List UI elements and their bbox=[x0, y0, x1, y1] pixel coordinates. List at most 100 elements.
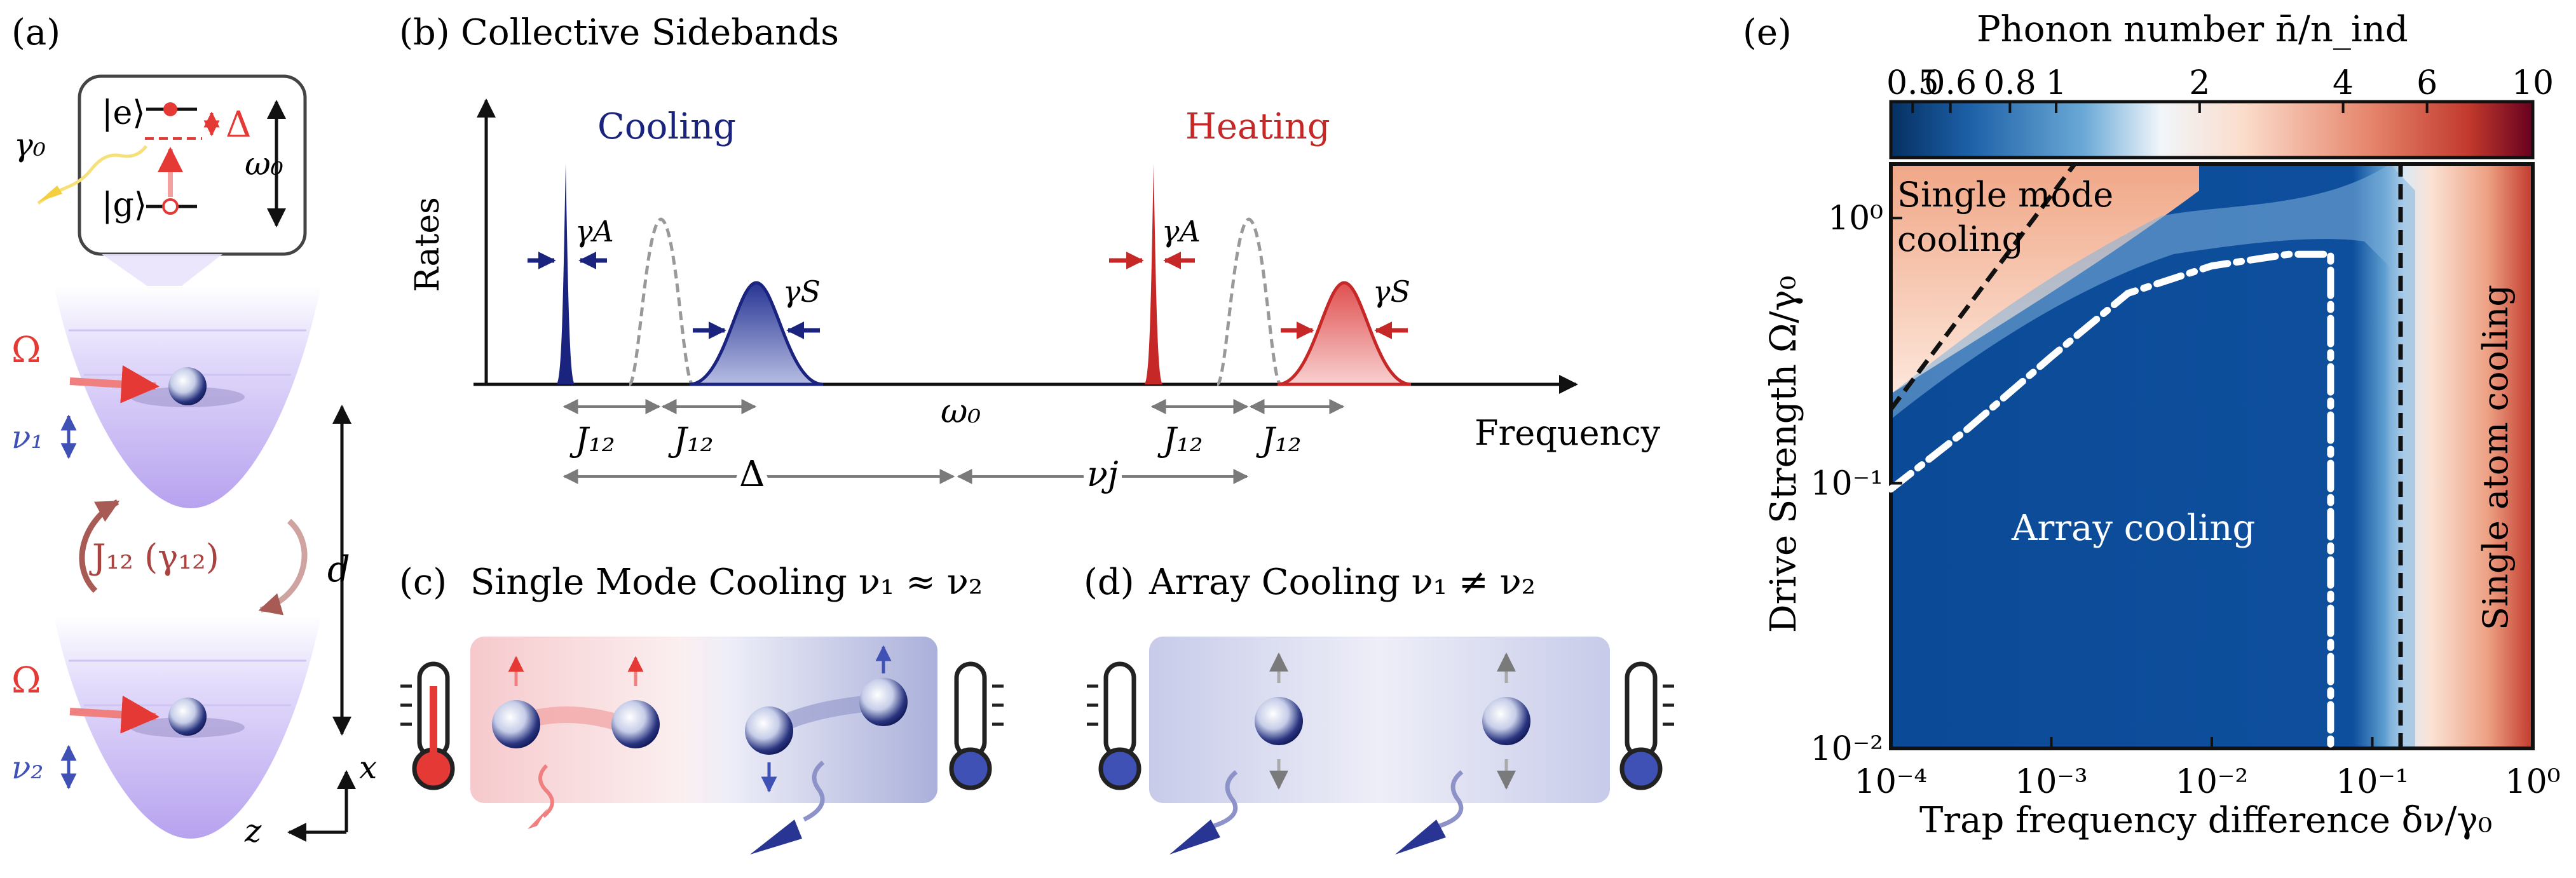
j12-label-3: J₁₂ bbox=[1157, 421, 1203, 459]
c-atom-1 bbox=[492, 700, 540, 748]
heatmap-transition-band bbox=[1891, 164, 2415, 748]
d-photon-1 bbox=[1213, 770, 1238, 828]
panel-d-label: (d) bbox=[1084, 562, 1135, 603]
heat-gammaS-label: γS bbox=[1373, 274, 1410, 309]
j12-label-2: J₁₂ bbox=[668, 421, 714, 459]
cold-thermometer-d2 bbox=[1625, 661, 1658, 759]
d-atom-1 bbox=[1255, 697, 1303, 745]
cool-center-peak bbox=[627, 217, 695, 386]
panel-c: (c) Single Mode Cooling ν₁ ≈ ν₂ bbox=[399, 562, 1004, 854]
colorbar-title: Phonon number n̄/n_ind bbox=[1977, 9, 2408, 50]
c-cool-photon-head bbox=[750, 820, 802, 854]
atom-1 bbox=[168, 367, 207, 405]
coupling-arrow-right bbox=[258, 518, 308, 616]
delta-span-label: Δ bbox=[739, 454, 765, 495]
y-ticks: 10⁰ 10⁻¹ 10⁻² bbox=[1811, 199, 1902, 768]
c-hot-photon-head bbox=[528, 808, 548, 829]
colorbar-tick-label: 2 bbox=[2189, 64, 2210, 102]
coupling-label: J₁₂ (γ₁₂) bbox=[89, 537, 219, 577]
ket-e-label: |e⟩ bbox=[102, 94, 146, 132]
delta-label: Δ bbox=[226, 104, 251, 145]
cold-thermometer-c-bulb bbox=[949, 747, 992, 790]
atom-2 bbox=[168, 698, 207, 736]
drive-2-arrow bbox=[69, 695, 160, 734]
x-tick-label: 10⁻⁴ bbox=[1855, 763, 1927, 801]
gamma0-label: γ₀ bbox=[14, 126, 46, 163]
panel-c-label: (c) bbox=[399, 562, 447, 603]
panel-e: (e) Phonon number n̄/n_ind 0.50.6 0.8 1 2 4 6… bbox=[1743, 9, 2561, 841]
y-tick-label: 10⁻² bbox=[1811, 730, 1883, 768]
c-cool-photon bbox=[803, 760, 825, 822]
panel-a-label: (a) bbox=[11, 12, 60, 53]
cold-thermometer-d1-bulb bbox=[1098, 747, 1141, 790]
c-hot-photon bbox=[538, 764, 554, 818]
drive-2-label: Ω bbox=[11, 660, 41, 701]
z-axis-label: z bbox=[244, 813, 262, 849]
colorbar-tick-label: 4 bbox=[2333, 64, 2354, 102]
colorbar-tick-label: 0.8 bbox=[1984, 64, 2036, 102]
single-mode-boundary bbox=[1889, 162, 2077, 411]
panel-a: (a) |e⟩ |g⟩ Δ ω₀ γ₀ Ω ν₁ J₁₂ (γ₁₂) bbox=[11, 12, 377, 849]
heat-broad-peak bbox=[1277, 281, 1412, 386]
cold-thermometer-d2-bulb bbox=[1619, 747, 1663, 790]
panel-b-title: Collective Sidebands bbox=[461, 12, 839, 53]
excited-dot bbox=[163, 102, 177, 116]
region-single-mode-line1: Single mode bbox=[1897, 175, 2113, 215]
d-ribbon bbox=[1149, 637, 1610, 803]
coupling-arrow-left bbox=[79, 499, 120, 593]
x-tick-label: 10⁰ bbox=[2505, 763, 2560, 801]
region-array: Array cooling bbox=[2011, 508, 2255, 549]
colorbar-tick-label: 10 bbox=[2512, 64, 2554, 102]
cold-thermometer-d1 bbox=[1103, 661, 1136, 759]
nu-j-label: νj bbox=[1087, 454, 1119, 494]
heat-narrow-peak bbox=[1144, 164, 1163, 384]
heat-gammaA-label: γA bbox=[1162, 214, 1201, 248]
heatmap bbox=[1891, 164, 2533, 748]
array-boundary bbox=[1887, 250, 2334, 752]
panel-d: (d) Array Cooling ν₁ ≠ ν₂ bbox=[1084, 562, 1674, 854]
cooling-label: Cooling bbox=[597, 106, 736, 147]
heating-label: Heating bbox=[1185, 106, 1330, 147]
colorbar bbox=[1889, 100, 2535, 159]
j12-label-4: J₁₂ bbox=[1256, 421, 1302, 459]
inset-beam bbox=[102, 254, 222, 299]
colorbar-tick-label: 0.5 bbox=[1886, 64, 1939, 102]
colorbar-ticks: 0.50.6 0.8 1 2 4 6 10 bbox=[1886, 64, 2554, 113]
cool-broad-peak bbox=[689, 281, 824, 386]
d-photon-2 bbox=[1438, 770, 1464, 828]
region-single-mode-line2: cooling bbox=[1897, 219, 2024, 259]
cool-narrow-peak bbox=[556, 164, 575, 384]
d-atom-2 bbox=[1482, 697, 1530, 745]
nu1-label: ν₁ bbox=[11, 419, 43, 456]
e-y-label: Drive Strength Ω/γ₀ bbox=[1763, 276, 1804, 633]
d-photon-1-head bbox=[1169, 820, 1220, 854]
x-tick-label: 10⁻² bbox=[2176, 763, 2248, 801]
panel-b: (b) Collective Sidebands Rates Frequency… bbox=[399, 12, 1661, 502]
b-omega0-label: ω₀ bbox=[941, 393, 981, 431]
heat-center-peak bbox=[1215, 217, 1283, 386]
nu-j-halo bbox=[1084, 459, 1122, 494]
b-x-label: Frequency bbox=[1475, 413, 1661, 453]
cool-gammaS-label: γS bbox=[783, 274, 821, 309]
emission-arrowhead bbox=[38, 186, 62, 202]
colorbar-tick-label: 0.6 bbox=[1924, 64, 1977, 102]
panel-d-title: Array Cooling ν₁ ≠ ν₂ bbox=[1148, 562, 1536, 603]
omega0-label: ω₀ bbox=[245, 145, 283, 182]
ground-dot bbox=[162, 198, 179, 215]
distance-label: d bbox=[327, 549, 350, 590]
c-atom-4 bbox=[859, 678, 908, 726]
hot-thermometer-fill bbox=[430, 686, 437, 756]
y-tick-label: 10⁰ bbox=[1828, 199, 1883, 238]
drive-1-label: Ω bbox=[11, 330, 41, 371]
b-y-label: Rates bbox=[409, 197, 447, 292]
cold-thermometer-c bbox=[954, 661, 987, 759]
c-atom-2 bbox=[611, 700, 660, 748]
e-x-label: Trap frequency difference δν/γ₀ bbox=[1919, 800, 2492, 841]
j12-label-1: J₁₂ bbox=[569, 421, 615, 459]
region-single-atom: Single atom cooling bbox=[2476, 285, 2516, 630]
colorbar-tick-label: 6 bbox=[2416, 64, 2437, 102]
x-ticks: 10⁻⁴ 10⁻³ 10⁻² 10⁻¹ 10⁰ bbox=[1855, 737, 2561, 801]
panel-e-label: (e) bbox=[1743, 12, 1792, 53]
panel-b-label: (b) bbox=[399, 12, 450, 53]
